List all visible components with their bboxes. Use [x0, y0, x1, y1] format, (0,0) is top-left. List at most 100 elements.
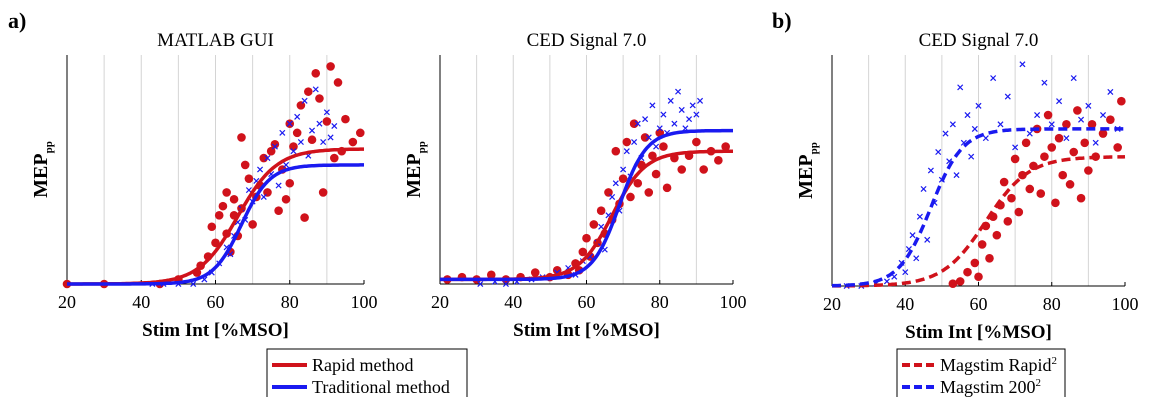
data-point-x — [598, 223, 605, 230]
x-tick-label: 40 — [896, 294, 914, 314]
data-point-circle — [659, 142, 668, 151]
x-tick-label: 100 — [351, 292, 378, 312]
chart-title: CED Signal 7.0 — [919, 30, 1039, 51]
x-tick-label: 60 — [578, 292, 596, 312]
data-point-x — [656, 125, 663, 132]
data-point-circle — [333, 78, 343, 87]
data-point-circle — [1003, 217, 1013, 226]
data-point-x — [693, 111, 700, 118]
data-point-x — [1004, 93, 1011, 100]
x-tick-label: 80 — [651, 292, 669, 312]
data-point-x — [689, 102, 696, 109]
data-point-circle — [318, 188, 328, 197]
data-point-x — [623, 148, 630, 155]
legend-b-label-200: Magstim 2002 — [940, 377, 1041, 397]
x-tick-label: 20 — [431, 292, 449, 312]
data-point-circle — [1010, 154, 1020, 164]
data-point-x — [942, 130, 949, 137]
data-point-circle — [296, 101, 306, 110]
data-point-circle — [1106, 115, 1115, 124]
data-point-circle — [322, 117, 332, 126]
data-point-circle — [955, 277, 965, 286]
fit-curve — [67, 163, 364, 286]
data-point-x — [1026, 130, 1033, 137]
data-point-x — [1056, 98, 1063, 105]
data-point-x — [949, 121, 956, 128]
data-point-circle — [1021, 138, 1031, 148]
x-tick-label: 40 — [132, 292, 150, 312]
data-point-x — [309, 127, 316, 134]
data-point-circle — [714, 156, 723, 165]
data-point-circle — [263, 188, 272, 197]
data-point-x — [260, 193, 267, 201]
data-point-circle — [274, 206, 283, 216]
data-point-circle — [692, 137, 701, 147]
data-point-x — [924, 236, 931, 243]
data-point-circle — [237, 133, 246, 142]
data-point-circle — [977, 240, 987, 249]
data-point-x — [686, 116, 693, 123]
data-point-x — [620, 166, 627, 173]
data-point-circle — [1062, 120, 1071, 129]
data-point-circle — [1043, 110, 1053, 120]
data-point-circle — [281, 194, 291, 204]
data-point-x — [323, 109, 330, 116]
data-point-x — [642, 116, 649, 123]
data-point-x — [964, 112, 971, 119]
legend-b-sup-rapid: 2 — [1052, 355, 1058, 367]
data-point-circle — [1069, 147, 1079, 157]
data-point-x — [301, 97, 308, 104]
data-point-circle — [618, 174, 628, 183]
data-point-circle — [530, 268, 540, 277]
legend-b-box — [896, 348, 1066, 397]
data-point-circle — [348, 137, 358, 147]
data-point-x — [678, 106, 685, 113]
data-point-circle — [974, 272, 983, 282]
data-point-circle — [651, 169, 661, 179]
data-point-x — [1078, 116, 1085, 123]
data-point-circle — [1117, 96, 1126, 106]
data-point-circle — [596, 206, 606, 216]
data-point-circle — [341, 114, 350, 124]
data-point-x — [916, 213, 923, 220]
data-point-x — [1107, 88, 1114, 95]
legend-a-label-rapid: Rapid method — [312, 355, 414, 375]
data-point-x — [935, 148, 942, 156]
chart-ced-signal-a: 20 40 60 80 100 CED Signal 7.0 Stim Int [%MSO]… — [403, 30, 747, 341]
data-point-x — [953, 172, 960, 179]
data-point-circle — [292, 128, 302, 138]
data-point-circle — [1076, 193, 1086, 203]
data-point-circle — [622, 137, 632, 147]
data-point-x — [1041, 79, 1048, 86]
x-tick-label: 20 — [58, 292, 76, 312]
data-point-x — [286, 120, 293, 127]
data-point-x — [502, 280, 509, 288]
data-point-x — [1048, 121, 1055, 128]
data-point-x — [671, 120, 678, 127]
panel-label-b: b) — [772, 8, 792, 33]
data-point-circle — [330, 153, 339, 163]
data-point-x — [1085, 102, 1092, 109]
data-point-x — [957, 84, 964, 91]
data-point-circle — [582, 233, 591, 243]
data-point-circle — [315, 94, 324, 103]
data-point-circle — [1084, 166, 1093, 175]
data-point-circle — [1051, 198, 1060, 208]
data-point-circle — [999, 177, 1009, 187]
data-point-x — [279, 129, 286, 136]
data-point-x — [1100, 112, 1107, 119]
data-point-x — [697, 97, 704, 104]
x-tick-label: 100 — [720, 292, 747, 312]
legend-b-label-rapid: Magstim Rapid2 — [940, 355, 1057, 375]
legend-a: Rapid method Traditional method — [266, 348, 468, 397]
data-point-x — [982, 135, 989, 142]
data-point-circle — [963, 267, 972, 277]
data-point-x — [257, 166, 264, 173]
data-point-circle — [626, 192, 635, 202]
data-point-x — [653, 143, 660, 150]
data-point-circle — [948, 279, 958, 288]
data-point-circle — [326, 62, 335, 71]
data-point-x — [320, 138, 327, 146]
panel-label-a: a) — [8, 8, 26, 33]
chart-matlab-gui: 20 40 60 80 100 MATLAB GUI Stim Int [%MSO] MEPp… — [30, 30, 378, 341]
